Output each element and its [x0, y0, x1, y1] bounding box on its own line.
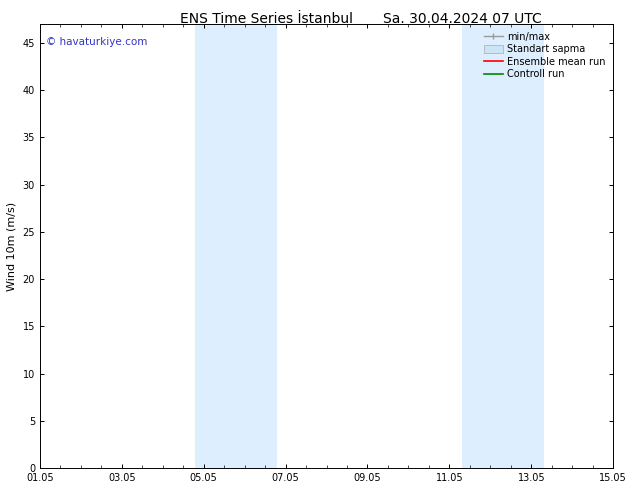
Text: © havaturkiye.com: © havaturkiye.com: [46, 37, 147, 48]
Y-axis label: Wind 10m (m/s): Wind 10m (m/s): [7, 201, 17, 291]
Bar: [462, 24, 543, 468]
Text: Sa. 30.04.2024 07 UTC: Sa. 30.04.2024 07 UTC: [384, 12, 542, 26]
Text: ENS Time Series İstanbul: ENS Time Series İstanbul: [180, 12, 353, 26]
Bar: [195, 24, 278, 468]
Legend: min/max, Standart sapma, Ensemble mean run, Controll run: min/max, Standart sapma, Ensemble mean r…: [481, 29, 608, 82]
